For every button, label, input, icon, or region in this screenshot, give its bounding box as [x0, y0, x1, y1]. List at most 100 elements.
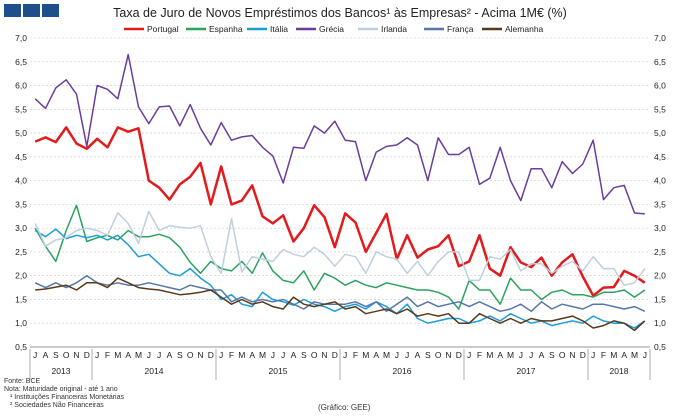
x-tick-label: O [311, 350, 318, 360]
y-tick-label: 2,0 [15, 271, 27, 281]
x-tick-label: M [507, 350, 514, 360]
x-tick-label: D [208, 350, 214, 360]
x-tick-label: A [167, 350, 173, 360]
year-label: 2013 [52, 366, 71, 376]
legend-label: França [447, 24, 474, 34]
y-tick-label: 2,5 [15, 247, 27, 257]
series-line-franca [34, 274, 646, 313]
x-tick-label: J [405, 350, 409, 360]
logo-block [42, 4, 59, 17]
x-tick-label: N [197, 350, 203, 360]
x-tick-label: M [259, 350, 266, 360]
institution-logo [4, 4, 61, 18]
x-tick-label: F [601, 350, 606, 360]
series-line-grecia [34, 53, 645, 215]
y-tick-label: 1,0 [15, 318, 27, 328]
footnote-2: ² Sociedades Não Financeiras [10, 402, 104, 409]
x-tick-label: S [549, 350, 555, 360]
y-tick-label: 1,5 [654, 294, 666, 304]
x-tick-label: A [415, 350, 421, 360]
y-tick-label: 1,0 [654, 318, 666, 328]
x-tick-label: M [135, 350, 142, 360]
x-tick-label: N [321, 350, 327, 360]
chart-legend: Portugal Espanha Itália Grécia Irlanda França… [124, 24, 544, 34]
x-tick-label: J [95, 350, 99, 360]
y-tick-label: 3,5 [15, 199, 27, 209]
x-tick-label: O [63, 350, 70, 360]
y-tick-label: 4,0 [654, 176, 666, 186]
source-note: Fonte: BCE [4, 378, 41, 385]
x-tick-label: M [610, 350, 617, 360]
x-tick-label: J [343, 350, 347, 360]
y-tick-label: 0,5 [654, 342, 666, 352]
x-tick-label: M [114, 350, 121, 360]
y-tick-label: 5,0 [15, 128, 27, 138]
x-tick-label: N [445, 350, 451, 360]
year-label: 2016 [393, 366, 412, 376]
logo-block [23, 4, 40, 17]
maturity-note: Nota: Maturidade original - até 1 ano [4, 386, 118, 393]
year-label: 2015 [269, 366, 288, 376]
series-line-irlanda [34, 210, 646, 286]
x-tick-label: A [249, 350, 255, 360]
x-tick-label: A [373, 350, 379, 360]
legend-label: Portugal [147, 24, 179, 34]
x-tick-label: J [643, 350, 647, 360]
y-axis-right: 0,5 1,0 1,5 2,0 2,5 3,0 3,5 4,0 4,5 5,0 5,5 6,0 6,5 7… [654, 33, 666, 352]
legend-label: Espanha [209, 24, 243, 34]
x-tick-label: N [73, 350, 79, 360]
y-tick-label: 7,0 [15, 33, 27, 43]
x-tick-label: M [383, 350, 390, 360]
x-tick-label: J [271, 350, 275, 360]
x-tick-label: F [353, 350, 358, 360]
year-label: 2014 [145, 366, 164, 376]
x-tick-label: J [281, 350, 285, 360]
x-tick-label: A [125, 350, 131, 360]
x-tick-label: J [33, 350, 37, 360]
x-tick-label: S [53, 350, 59, 360]
y-tick-label: 4,5 [15, 152, 27, 162]
legend-label: Grécia [319, 24, 344, 34]
logo-block [4, 4, 21, 17]
y-tick-label: 6,5 [15, 57, 27, 67]
y-tick-label: 2,0 [654, 271, 666, 281]
y-tick-label: 2,5 [654, 247, 666, 257]
series-line-espanha [34, 204, 646, 310]
x-tick-label: N [569, 350, 575, 360]
x-tick-label: M [238, 350, 245, 360]
grid [30, 37, 650, 348]
y-tick-label: 5,0 [654, 128, 666, 138]
year-label: 2017 [517, 366, 536, 376]
series-line-portugal [34, 126, 646, 297]
chart-title: Taxa de Juro de Novos Empréstimos dos Ba… [113, 6, 567, 20]
legend-label: Irlanda [381, 24, 407, 34]
series-lines [34, 53, 646, 332]
x-tick-label: A [291, 350, 297, 360]
series-line-italia [34, 228, 646, 329]
y-tick-label: 6,0 [654, 81, 666, 91]
y-tick-label: 4,0 [15, 176, 27, 186]
y-tick-label: 1,5 [15, 294, 27, 304]
x-tick-label: F [229, 350, 234, 360]
x-tick-label: D [84, 350, 90, 360]
footnote-1: ¹ Instituições Financeiras Monetárias [10, 394, 124, 401]
x-tick-label: J [219, 350, 223, 360]
chart-notes: Fonte: BCE Nota: Maturidade original - a… [4, 378, 124, 410]
x-tick-label: A [539, 350, 545, 360]
y-tick-label: 5,5 [654, 104, 666, 114]
y-tick-label: 0,5 [15, 342, 27, 352]
legend-label: Alemanha [505, 24, 544, 34]
x-tick-label: J [519, 350, 523, 360]
y-tick-label: 4,5 [654, 152, 666, 162]
x-tick-label: O [435, 350, 442, 360]
x-tick-label: O [559, 350, 566, 360]
x-tick-label: J [157, 350, 161, 360]
x-tick-label: S [177, 350, 183, 360]
x-tick-label: J [529, 350, 533, 360]
x-tick-label: A [621, 350, 627, 360]
x-tick-label: F [105, 350, 110, 360]
chart-credit: (Gráfico: GEE) [318, 403, 371, 412]
year-label: 2018 [610, 366, 629, 376]
series-line-alemanha [35, 277, 646, 332]
